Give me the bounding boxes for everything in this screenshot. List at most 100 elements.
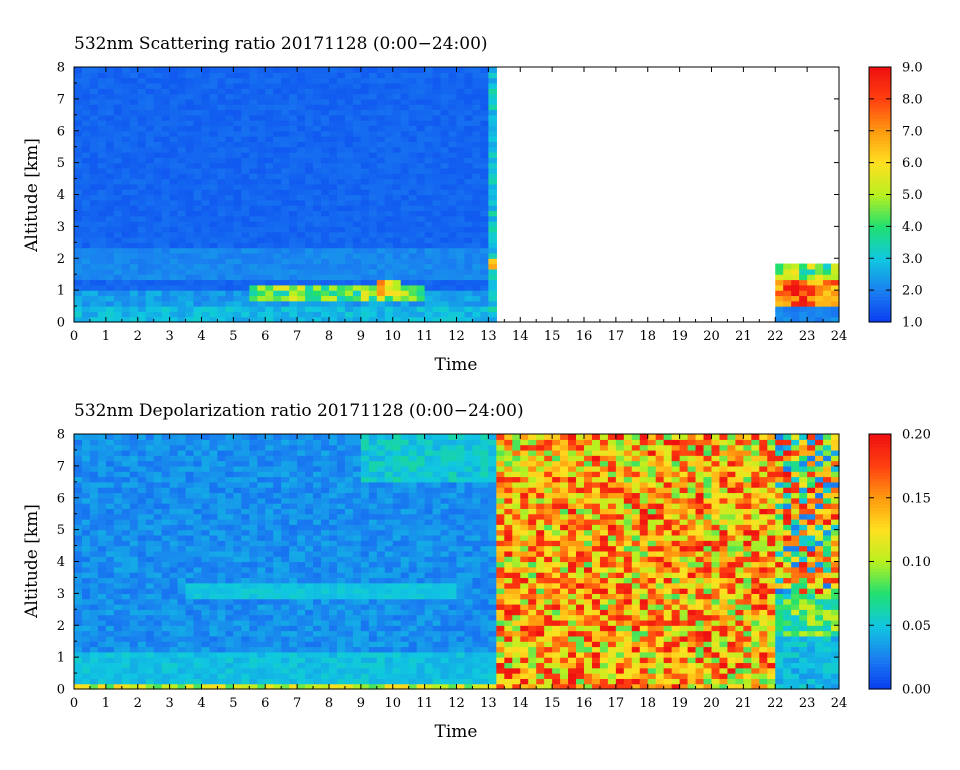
heatmap-cell — [273, 231, 282, 238]
heatmap-cell — [81, 476, 91, 483]
heatmap-cell — [81, 215, 91, 222]
heatmap-cell — [89, 593, 99, 600]
heatmap-cell — [225, 503, 234, 509]
x-tick-label: 12 — [448, 329, 465, 344]
heatmap-cell — [313, 194, 322, 201]
heatmap-cell — [177, 311, 187, 318]
heatmap-cell — [81, 210, 91, 217]
heatmap-cell — [177, 258, 187, 265]
heatmap-cell — [97, 199, 107, 206]
heatmap-cell — [209, 279, 219, 286]
heatmap-cell — [185, 162, 195, 169]
heatmap-cell — [161, 252, 171, 259]
heatmap-cell — [185, 221, 195, 227]
heatmap-cell — [783, 300, 792, 307]
heatmap-cell — [89, 82, 99, 89]
heatmap-cell — [74, 167, 83, 174]
heatmap-cell — [217, 455, 227, 462]
heatmap-cell — [329, 226, 338, 233]
heatmap-cell — [121, 247, 131, 254]
heatmap-cell — [105, 221, 115, 227]
heatmap-cell — [313, 284, 322, 291]
heatmap-cell — [89, 455, 99, 462]
heatmap-cell — [161, 178, 171, 185]
heatmap-cell — [137, 598, 147, 605]
heatmap-cell — [480, 162, 489, 169]
heatmap-cell — [329, 678, 338, 685]
heatmap-cell — [169, 550, 179, 557]
colorbar-swatch — [869, 318, 891, 323]
heatmap-cell — [153, 82, 163, 89]
heatmap-cell — [368, 268, 378, 275]
heatmap-cell — [392, 279, 402, 286]
heatmap-cell — [193, 104, 203, 111]
heatmap-cell — [81, 471, 91, 478]
heatmap-cell — [321, 237, 330, 243]
heatmap-cell — [177, 487, 187, 494]
heatmap-cell — [384, 572, 394, 579]
heatmap-cell — [416, 82, 426, 89]
heatmap-cell — [185, 157, 195, 164]
heatmap-cell — [408, 487, 418, 494]
heatmap-cell — [89, 646, 99, 653]
heatmap-cell — [376, 306, 386, 312]
heatmap-cell — [81, 146, 91, 153]
heatmap-cell — [153, 582, 163, 589]
heatmap-cell — [416, 205, 426, 212]
heatmap-cell — [169, 678, 179, 685]
heatmap-cell — [273, 98, 282, 105]
heatmap-cell — [408, 306, 418, 312]
heatmap-cell — [416, 279, 426, 286]
heatmap-cell — [257, 550, 266, 557]
heatmap-cell — [121, 545, 131, 552]
heatmap-cell — [209, 667, 219, 674]
heatmap-cell — [376, 641, 386, 648]
heatmap-cell — [297, 460, 306, 467]
heatmap-cell — [488, 82, 497, 89]
heatmap-cell — [257, 72, 266, 79]
heatmap-cell — [336, 104, 346, 111]
heatmap-cell — [185, 513, 195, 520]
heatmap-cell — [145, 497, 155, 504]
heatmap-cell — [480, 167, 489, 174]
heatmap-cell — [265, 662, 274, 669]
heatmap-cell — [113, 146, 123, 153]
heatmap-cell — [233, 449, 242, 456]
heatmap-cell — [392, 566, 402, 573]
heatmap-cell — [265, 316, 274, 323]
heatmap-cell — [472, 120, 482, 127]
heatmap-cell — [161, 667, 171, 674]
heatmap-cell — [273, 152, 282, 158]
heatmap-cell — [488, 141, 497, 148]
heatmap-cell — [153, 130, 163, 137]
heatmap-cell — [249, 524, 258, 531]
heatmap-cell — [408, 508, 418, 515]
heatmap-cell — [201, 295, 211, 302]
heatmap-cell — [352, 619, 362, 626]
heatmap-cell — [97, 529, 107, 536]
heatmap-cell — [297, 130, 306, 137]
heatmap-cell — [225, 529, 234, 536]
heatmap-cell — [153, 252, 163, 259]
heatmap-cell — [129, 550, 139, 557]
heatmap-cell — [81, 651, 91, 658]
heatmap-cell — [344, 221, 354, 227]
heatmap-cell — [241, 614, 250, 621]
heatmap-cell — [113, 295, 123, 302]
heatmap-cell — [169, 503, 179, 509]
heatmap-cell — [273, 136, 282, 142]
colorbar-swatch — [869, 242, 891, 247]
heatmap-cell — [113, 141, 123, 148]
heatmap-cell — [336, 550, 346, 557]
heatmap-cell — [113, 167, 123, 174]
heatmap-cell — [265, 157, 274, 164]
heatmap-cell — [344, 449, 354, 456]
heatmap-cell — [185, 125, 195, 132]
heatmap-cell — [329, 449, 338, 456]
heatmap-cell — [360, 550, 370, 557]
heatmap-cell — [480, 120, 489, 127]
heatmap-cell — [241, 311, 250, 318]
heatmap-cell — [145, 162, 155, 169]
heatmap-cell — [169, 444, 179, 451]
heatmap-cell — [313, 98, 322, 105]
